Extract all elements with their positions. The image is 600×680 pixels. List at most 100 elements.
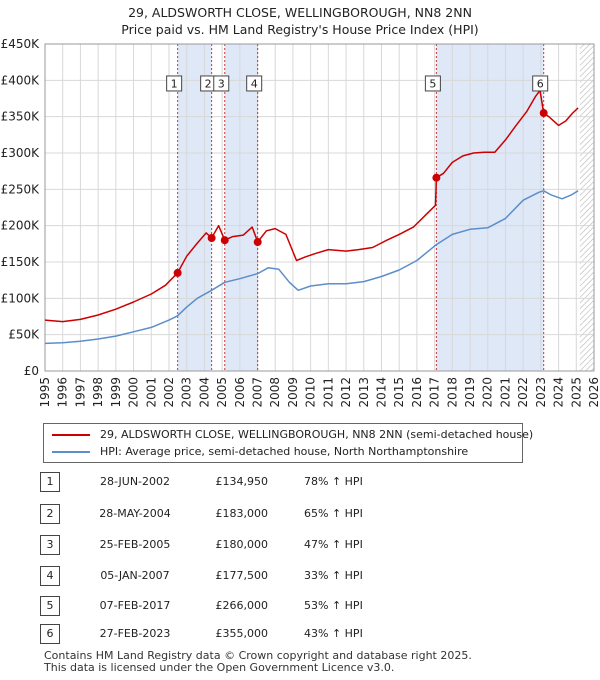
x-tick-label: 2003 bbox=[180, 377, 194, 408]
sale-point bbox=[207, 234, 216, 243]
y-tick-label: £450K bbox=[1, 37, 41, 51]
x-tick-label: 2025 bbox=[569, 377, 583, 408]
sale-label: 4 bbox=[251, 77, 258, 90]
x-tick-label: 2026 bbox=[587, 377, 600, 408]
x-tick-label: 2013 bbox=[357, 377, 371, 408]
x-tick-label: 2004 bbox=[197, 377, 211, 408]
x-tick-label: 2002 bbox=[162, 377, 176, 408]
y-tick-label: £350K bbox=[1, 110, 41, 124]
x-tick-label: 1996 bbox=[56, 377, 70, 408]
transaction-hpi: 43% ↑ HPI bbox=[304, 627, 363, 640]
transaction-date: 28-MAY-2004 bbox=[99, 507, 171, 520]
transaction-number: 3 bbox=[40, 535, 60, 555]
x-tick-label: 2024 bbox=[552, 377, 566, 408]
sale-label: 6 bbox=[537, 77, 544, 90]
sale-point bbox=[173, 268, 182, 277]
sale-label-box bbox=[213, 75, 230, 92]
x-tick-label: 2018 bbox=[445, 377, 459, 408]
x-tick-label: 2021 bbox=[498, 377, 512, 408]
price-chart: 1 2 3 4 5 6£0£50K£100K£150K£200K£250K£300K£35… bbox=[1, 37, 600, 408]
transaction-number: 5 bbox=[40, 596, 60, 616]
transaction-date: 28-JUN-2002 bbox=[99, 475, 171, 488]
sale-label: 1 bbox=[171, 77, 178, 90]
transaction-hpi: 53% ↑ HPI bbox=[304, 599, 363, 612]
y-tick-label: £100K bbox=[1, 291, 41, 305]
legend-swatch-price bbox=[52, 434, 90, 436]
transaction-price: £177,500 bbox=[215, 569, 269, 582]
x-tick-label: 2023 bbox=[534, 377, 548, 408]
transaction-number: 2 bbox=[40, 504, 60, 524]
sale-label: 5 bbox=[429, 77, 436, 90]
sale-label-box bbox=[246, 75, 263, 92]
transaction-date: 27-FEB-2023 bbox=[99, 627, 171, 640]
x-tick-label: 1995 bbox=[38, 377, 52, 408]
x-tick-label: 2014 bbox=[374, 377, 388, 408]
shaded-period bbox=[436, 44, 544, 371]
x-tick-label: 2005 bbox=[215, 377, 229, 408]
y-tick-label: £200K bbox=[1, 219, 41, 233]
sale-point bbox=[253, 238, 262, 247]
sale-label: 3 bbox=[218, 77, 225, 90]
x-tick-label: 2011 bbox=[321, 377, 335, 408]
x-tick-label: 2010 bbox=[304, 377, 318, 408]
transaction-price: £183,000 bbox=[215, 507, 269, 520]
title-line-1: 29, ALDSWORTH CLOSE, WELLINGBOROUGH, NN8… bbox=[128, 5, 472, 20]
transaction-hpi: 33% ↑ HPI bbox=[304, 569, 363, 582]
footer-line-2: This data is licensed under the Open Gov… bbox=[44, 661, 395, 674]
transaction-date: 25-FEB-2005 bbox=[99, 538, 171, 551]
sale-point bbox=[539, 109, 548, 118]
x-tick-label: 2019 bbox=[463, 377, 477, 408]
sale-label-box bbox=[532, 75, 549, 92]
x-tick-label: 2007 bbox=[251, 377, 265, 408]
x-tick-label: 2017 bbox=[428, 377, 442, 408]
sale-label: 2 bbox=[205, 77, 212, 90]
footer-line-1: Contains HM Land Registry data © Crown c… bbox=[44, 649, 472, 662]
transaction-price: £355,000 bbox=[215, 627, 269, 640]
x-tick-label: 1998 bbox=[91, 377, 105, 408]
transaction-hpi: 78% ↑ HPI bbox=[304, 475, 363, 488]
hpi-line bbox=[44, 190, 579, 345]
sale-label-box bbox=[424, 75, 441, 92]
transaction-number: 4 bbox=[40, 566, 60, 586]
transaction-hpi: 65% ↑ HPI bbox=[304, 507, 363, 520]
price-paid-line bbox=[44, 89, 579, 323]
y-tick-label: £300K bbox=[1, 146, 41, 160]
footer: Contains HM Land Registry data © Crown c… bbox=[44, 650, 472, 674]
x-tick-label: 2006 bbox=[233, 377, 247, 408]
y-tick-label: £0 bbox=[24, 364, 39, 378]
sale-label-box bbox=[166, 75, 183, 92]
transaction-number: 6 bbox=[40, 624, 60, 644]
chart-title: 29, ALDSWORTH CLOSE, WELLINGBOROUGH, NN8… bbox=[0, 4, 600, 38]
x-tick-label: 2012 bbox=[339, 377, 353, 408]
title-line-2: Price paid vs. HM Land Registry's House … bbox=[121, 22, 479, 37]
sale-point bbox=[432, 173, 441, 182]
legend-swatch-hpi bbox=[52, 451, 90, 453]
transaction-date: 05-JAN-2007 bbox=[100, 569, 170, 582]
sale-point bbox=[220, 236, 229, 245]
x-tick-label: 2016 bbox=[410, 377, 424, 408]
y-tick-label: £250K bbox=[1, 182, 41, 196]
y-tick-label: £150K bbox=[1, 255, 41, 269]
x-tick-label: 1997 bbox=[73, 377, 87, 408]
x-tick-label: 2022 bbox=[516, 377, 530, 408]
x-tick-label: 2001 bbox=[144, 377, 158, 408]
y-tick-label: £50K bbox=[8, 328, 40, 342]
transaction-number: 1 bbox=[40, 472, 60, 492]
transaction-price: £266,000 bbox=[215, 599, 269, 612]
legend: 29, ALDSWORTH CLOSE, WELLINGBOROUGH, NN8… bbox=[43, 423, 533, 463]
legend-label-hpi: HPI: Average price, semi-detached house,… bbox=[100, 445, 469, 458]
x-tick-label: 2009 bbox=[286, 377, 300, 408]
y-tick-label: £400K bbox=[1, 73, 41, 87]
transaction-price: £180,000 bbox=[215, 538, 269, 551]
x-tick-label: 2000 bbox=[127, 377, 141, 408]
x-tick-label: 2008 bbox=[268, 377, 282, 408]
transaction-price: £134,950 bbox=[215, 475, 269, 488]
x-tick-label: 2020 bbox=[481, 377, 495, 408]
hatched-region bbox=[579, 44, 594, 371]
transaction-date: 07-FEB-2017 bbox=[99, 599, 171, 612]
shaded-period bbox=[224, 44, 258, 371]
transaction-hpi: 47% ↑ HPI bbox=[304, 538, 363, 551]
legend-label-price: 29, ALDSWORTH CLOSE, WELLINGBOROUGH, NN8… bbox=[100, 428, 534, 441]
shaded-period bbox=[177, 44, 212, 371]
x-tick-label: 2015 bbox=[392, 377, 406, 408]
